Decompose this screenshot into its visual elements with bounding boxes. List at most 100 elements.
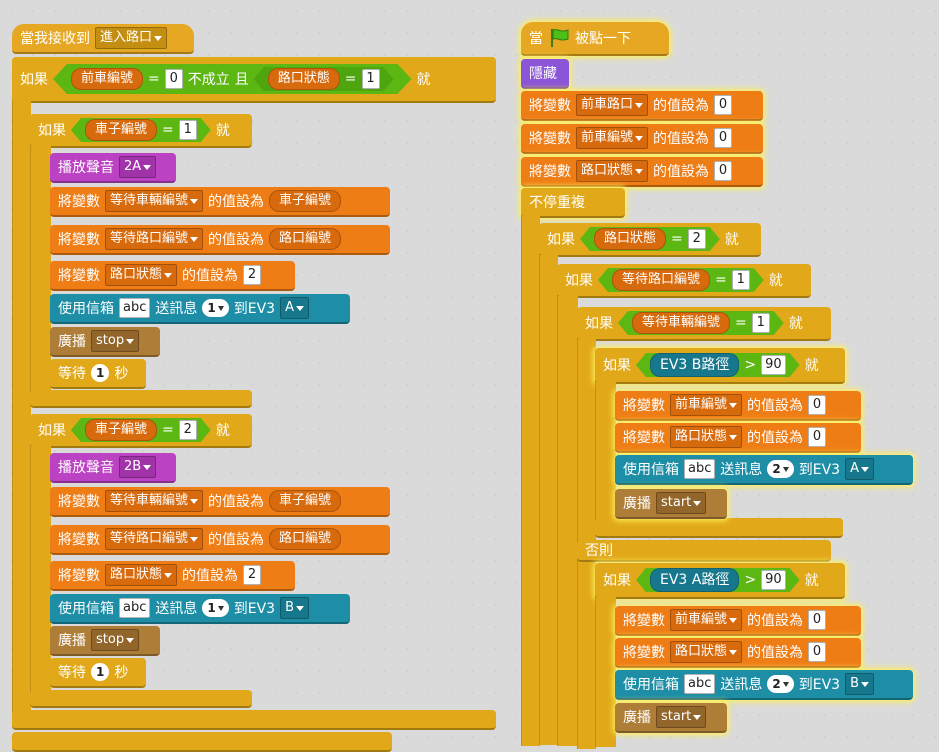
variable-dropdown[interactable]: 等待車輛編號 — [105, 190, 204, 212]
var-reporter-intersection-state[interactable]: 路口狀態 — [268, 68, 340, 90]
equals-operator[interactable]: 等待車輛編號 = 1 — [618, 311, 784, 335]
value-input[interactable]: 1 — [179, 120, 197, 140]
variable-dropdown[interactable]: 路口狀態 — [105, 264, 178, 286]
variable-dropdown[interactable]: 等待路口編號 — [105, 228, 204, 250]
if-block-outer[interactable]: 如果 前車編號 = 0 不成立 且 路口狀態 = 1 就 — [12, 57, 496, 103]
var-reporter-intersection-state[interactable]: 路口狀態 — [594, 228, 666, 250]
value-input[interactable]: 0 — [714, 95, 733, 115]
and-operator[interactable]: 前車編號 = 0 不成立 且 路口狀態 = 1 — [53, 64, 412, 94]
play-sound-block[interactable]: 播放聲音 2B — [50, 453, 176, 483]
var-reporter-car-id[interactable]: 車子編號 — [269, 190, 342, 212]
set-variable-block[interactable]: 將變數 等待路口編號 的值設為 路口編號 — [50, 525, 390, 555]
message-number-dropdown[interactable]: 2 — [767, 675, 794, 693]
port-dropdown[interactable]: A — [845, 458, 874, 480]
broadcast-block[interactable]: 廣播 stop — [50, 327, 160, 357]
sound-dropdown[interactable]: 2B — [119, 456, 157, 478]
mailbox-name-input[interactable]: abc — [684, 459, 716, 479]
variable-dropdown[interactable]: 路口狀態 — [670, 641, 743, 663]
value-input[interactable]: 0 — [165, 69, 183, 89]
value-input[interactable]: 0 — [714, 128, 733, 148]
var-reporter-car-id[interactable]: 車子編號 — [85, 119, 157, 141]
greater-than-operator[interactable]: EV3 A路徑 > 90 — [636, 568, 800, 592]
message-dropdown[interactable]: 進入路口 — [95, 27, 168, 49]
mailbox-name-input[interactable]: abc — [119, 298, 151, 318]
variable-dropdown[interactable]: 路口狀態 — [105, 564, 178, 586]
message-number-dropdown[interactable]: 1 — [202, 599, 229, 617]
broadcast-block[interactable]: 廣播 start — [615, 489, 727, 519]
set-variable-block[interactable]: 將變數 路口狀態 的值設為 0 — [615, 638, 861, 668]
equals-operator[interactable]: 等待路口編號 = 1 — [598, 268, 764, 292]
if-else-block-wait-car[interactable]: 如果 等待車輛編號 = 1 就 — [577, 307, 831, 341]
broadcast-message-dropdown[interactable]: start — [656, 492, 707, 514]
value-input[interactable]: 0 — [714, 161, 733, 181]
broadcast-block[interactable]: 廣播 stop — [50, 626, 160, 656]
equals-operator[interactable]: 路口狀態 = 1 — [254, 67, 394, 91]
set-variable-block[interactable]: 將變數 等待路口編號 的值設為 路口編號 — [50, 225, 390, 255]
value-input[interactable]: 0 — [808, 642, 827, 662]
variable-dropdown[interactable]: 前車編號 — [670, 394, 743, 416]
if-block-state2[interactable]: 如果 路口狀態 = 2 就 — [539, 223, 761, 257]
message-number-dropdown[interactable]: 2 — [767, 460, 794, 478]
when-receive-hat[interactable]: 當我接收到 進入路口 — [12, 24, 194, 54]
ev3-b-path-reporter[interactable]: EV3 B路徑 — [650, 353, 739, 377]
var-reporter-wait-car[interactable]: 等待車輛編號 — [632, 312, 730, 334]
mailbox-send-block[interactable]: 使用信箱 abc 送訊息 2 到EV3 A — [615, 455, 913, 485]
variable-dropdown[interactable]: 等待路口編號 — [105, 528, 204, 550]
variable-dropdown[interactable]: 前車編號 — [576, 127, 649, 149]
message-number-dropdown[interactable]: 1 — [202, 299, 229, 317]
value-input[interactable]: 0 — [808, 395, 827, 415]
mailbox-name-input[interactable]: abc — [684, 674, 716, 694]
set-variable-block[interactable]: 將變數 等待車輛編號 的值設為 車子編號 — [50, 187, 390, 217]
set-variable-block[interactable]: 將變數 前車編號 的值設為 0 — [615, 391, 861, 421]
equals-operator[interactable]: 車子編號 = 1 — [71, 118, 211, 142]
set-variable-block[interactable]: 將變數 等待車輛編號 的值設為 車子編號 — [50, 487, 390, 517]
value-input[interactable]: 2 — [243, 265, 262, 285]
ev3-a-path-reporter[interactable]: EV3 A路徑 — [650, 568, 739, 592]
mailbox-send-block[interactable]: 使用信箱 abc 送訊息 1 到EV3 B — [50, 594, 350, 624]
var-reporter-wait-intersection[interactable]: 等待路口編號 — [612, 269, 710, 291]
set-variable-block[interactable]: 將變數 前車路口 的值設為 0 — [521, 91, 763, 121]
broadcast-block[interactable]: 廣播 start — [615, 703, 727, 733]
set-variable-block[interactable]: 將變數 路口狀態 的值設為 2 — [50, 261, 295, 291]
forever-block[interactable]: 不停重複 — [521, 188, 625, 218]
variable-dropdown[interactable]: 前車編號 — [670, 609, 743, 631]
if-block-car2[interactable]: 如果 車子編號 = 2 就 — [30, 414, 252, 448]
sound-dropdown[interactable]: 2A — [119, 156, 157, 178]
wait-block[interactable]: 等待 1 秒 — [50, 359, 146, 389]
variable-dropdown[interactable]: 等待車輛編號 — [105, 490, 204, 512]
next-block-partial[interactable] — [12, 732, 392, 752]
equals-operator[interactable]: 路口狀態 = 2 — [580, 227, 720, 251]
set-variable-block[interactable]: 將變數 路口狀態 的值設為 0 — [521, 157, 763, 187]
port-dropdown[interactable]: B — [280, 597, 309, 619]
if-block-ev3-b-path[interactable]: 如果 EV3 B路徑 > 90 就 — [595, 348, 845, 384]
when-flag-clicked-hat[interactable]: 當 被點一下 — [521, 22, 669, 56]
value-input[interactable]: 1 — [752, 313, 770, 333]
value-input[interactable]: 90 — [761, 355, 786, 375]
var-reporter-intersection-id[interactable]: 路口編號 — [269, 528, 342, 550]
var-reporter-front-car[interactable]: 前車編號 — [71, 68, 143, 90]
set-variable-block[interactable]: 將變數 路口狀態 的值設為 0 — [615, 423, 861, 453]
hide-block[interactable]: 隱藏 — [521, 59, 569, 89]
set-variable-block[interactable]: 將變數 前車編號 的值設為 0 — [521, 124, 763, 154]
value-input[interactable]: 90 — [761, 570, 786, 590]
broadcast-message-dropdown[interactable]: stop — [91, 330, 140, 352]
equals-operator[interactable]: 車子編號 = 2 — [71, 418, 211, 442]
wait-block[interactable]: 等待 1 秒 — [50, 658, 146, 688]
value-input[interactable]: 2 — [179, 420, 197, 440]
value-input[interactable]: 2 — [688, 229, 706, 249]
set-variable-block[interactable]: 將變數 路口狀態 的值設為 2 — [50, 561, 295, 591]
mailbox-name-input[interactable]: abc — [119, 598, 151, 618]
mailbox-send-block[interactable]: 使用信箱 abc 送訊息 1 到EV3 A — [50, 294, 350, 324]
variable-dropdown[interactable]: 路口狀態 — [670, 426, 743, 448]
set-variable-block[interactable]: 將變數 前車編號 的值設為 0 — [615, 606, 861, 636]
var-reporter-car-id[interactable]: 車子編號 — [269, 490, 342, 512]
if-block-car1[interactable]: 如果 車子編號 = 1 就 — [30, 114, 252, 148]
var-reporter-intersection-id[interactable]: 路口編號 — [269, 228, 342, 250]
variable-dropdown[interactable]: 路口狀態 — [576, 160, 649, 182]
wait-seconds-input[interactable]: 1 — [91, 364, 110, 382]
value-input[interactable]: 1 — [362, 69, 380, 89]
value-input[interactable]: 0 — [808, 610, 827, 630]
broadcast-message-dropdown[interactable]: start — [656, 706, 707, 728]
play-sound-block[interactable]: 播放聲音 2A — [50, 153, 176, 183]
broadcast-message-dropdown[interactable]: stop — [91, 629, 140, 651]
